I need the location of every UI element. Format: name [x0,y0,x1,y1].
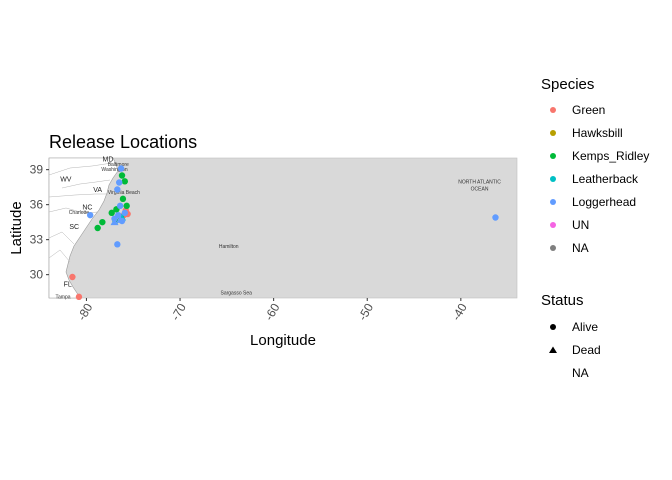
point-loggerhead-9 [114,241,121,248]
point-kemps-ridley-3 [123,202,130,210]
status-legend-title: Status [541,292,584,309]
data-points [69,165,499,301]
map-place-washington: Washington [101,167,127,173]
legend-label-na: NA [572,241,589,255]
legend-label-hawksbill: Hawksbill [572,126,623,140]
map-place-sargasso-sea: Sargasso Sea [220,291,252,297]
y-axis-title: Latitude [8,201,25,254]
x-axis: -80 -70 -60 -50 -40 [75,298,470,323]
legend-label-kemps-ridley: Kemps_Ridley [572,149,649,163]
legend-key-green [550,107,556,113]
x-tick-label: -50 [355,301,376,323]
status-key-alive [550,324,556,330]
point-loggerhead-11 [116,215,125,223]
y-axis: 30 33 36 39 [30,163,49,282]
point-kemps-ridley-0 [118,172,126,179]
point-loggerhead-0 [117,165,125,172]
point-kemps-ridley-7 [99,218,106,226]
point-loggerhead-12 [110,218,119,226]
point-kemps-ridley-1 [121,178,129,185]
y-tick-label: 39 [30,163,44,177]
legend-key-loggerhead [550,199,556,205]
point-green-4 [75,293,83,301]
point-kemps-ridley-2 [119,195,127,203]
x-tick-label: -40 [449,301,470,323]
point-loggerhead-3 [116,202,124,210]
legend-label-un: UN [572,218,589,232]
species-legend: Species Green Hawksbill Kemps_Ridley Leathe… [541,76,649,255]
map-land [48,157,119,299]
species-legend-title: Species [541,76,594,93]
point-loggerhead-2 [114,186,121,193]
map-label-md: MD [103,157,114,164]
map-ocean [48,157,518,299]
map-label-nc: NC [82,204,92,211]
y-tick-label: 30 [30,268,44,282]
point-kemps-ridley-5 [108,209,115,217]
legend-key-hawksbill [550,130,556,136]
x-tick-label: -70 [168,301,189,323]
status-label-dead: Dead [572,343,601,357]
legend-label-leatherback: Leatherback [572,172,639,186]
status-key-dead [549,346,557,353]
point-green-3 [69,273,76,281]
status-legend: Status Alive Dead NA [541,292,601,380]
map-label-fl: FL [64,281,72,288]
species-legend-items: Green Hawksbill Kemps_Ridley Leatherback Log… [550,103,649,255]
chart-title: Release Locations [49,132,197,152]
point-loggerhead-8 [86,211,94,219]
point-kemps-ridley-8 [94,224,101,232]
map-place-charlotte: Charlotte [69,210,90,216]
y-tick-label: 36 [30,198,44,212]
map-place-north-atlantic: NORTH ATLANTIC [458,180,501,186]
map-place-virginia-beach: Virginia Beach [108,190,140,196]
x-axis-title: Longitude [250,332,316,349]
status-legend-items: Alive Dead NA [549,320,601,380]
point-loggerhead-1 [116,179,123,186]
legend-key-un [550,222,556,228]
point-loggerhead-10 [492,214,499,221]
x-tick-label: -60 [262,301,283,323]
map-place-baltimore: Baltimore [108,162,129,168]
point-loggerhead-4 [121,209,129,217]
map-place-hamilton: Hamilton [219,244,239,250]
map-label-wv: WV [60,176,72,183]
map-place-tampa: Tampa [56,295,71,301]
map-label-sc: SC [69,224,79,231]
legend-key-kemps-ridley [550,153,556,159]
x-tick-label: -80 [75,301,96,323]
y-tick-label: 33 [30,233,44,247]
status-label-na: NA [572,366,589,380]
legend-label-green: Green [572,103,605,117]
legend-key-na [550,245,556,251]
map-place-ocean: OCEAN [471,187,489,193]
legend-label-loggerhead: Loggerhead [572,195,636,209]
legend-key-leatherback [550,176,556,182]
status-label-alive: Alive [572,320,598,334]
map-label-va: VA [93,187,102,194]
